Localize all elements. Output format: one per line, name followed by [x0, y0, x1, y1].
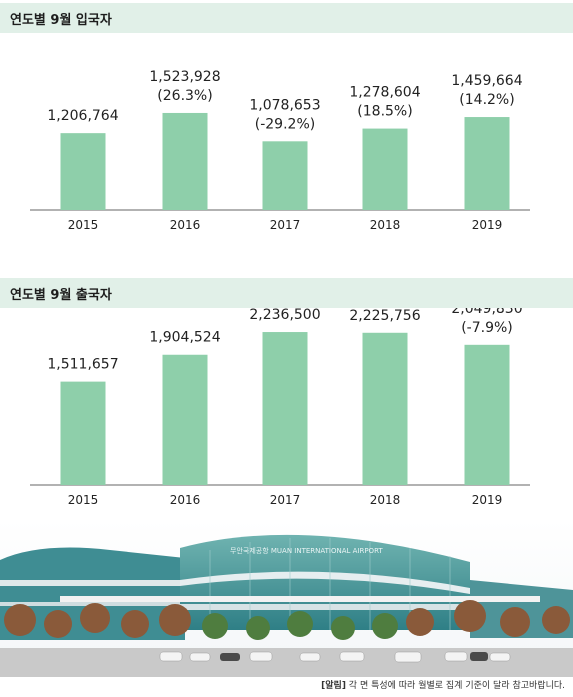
footnote-text: 각 면 특성에 따라 월별로 집계 기준이 달라 참고바랍니다.: [345, 681, 565, 691]
change-label-2019: (14.2%): [459, 92, 514, 108]
bar-2018: [362, 128, 408, 210]
bar-2017: [262, 332, 308, 485]
departure-bar-chart: 1,511,657 2015 1,904,524 2016 2,236,500 2017 2…: [30, 308, 530, 507]
value-label-2016: 1,904,524: [149, 330, 220, 346]
entry-bar-chart: 1,206,764 2015 1,523,928 (26.3%) 2016 1,078,6…: [30, 69, 530, 232]
bar-2016: [162, 354, 208, 485]
x-tick-2017: 2017: [270, 493, 301, 507]
x-tick-2016: 2016: [170, 493, 201, 507]
footnote-tag: [알림]: [321, 681, 346, 691]
x-tick-2016: 2016: [170, 218, 201, 232]
bar-2015: [60, 381, 106, 485]
value-label-2015: 1,511,657: [47, 357, 118, 373]
bar-2016: [162, 112, 208, 210]
bar-2018: [362, 332, 408, 485]
x-tick-2019: 2019: [472, 218, 503, 232]
airport-sign: 무안국제공항 MUAN INTERNATIONAL AIRPORT: [230, 546, 383, 555]
value-label-2017: 1,078,653: [249, 97, 320, 113]
change-label-2018: (18.5%): [357, 104, 412, 120]
value-label-2019: 2,049,830: [451, 308, 522, 317]
change-label-2016: (26.3%): [157, 88, 212, 104]
bar-2017: [262, 141, 308, 210]
change-label-2017: (-29.2%): [255, 116, 315, 132]
chart2-title: 연도별 9월 출국자: [10, 287, 112, 303]
x-tick-2019: 2019: [472, 493, 503, 507]
x-tick-2018: 2018: [370, 493, 401, 507]
value-label-2019: 1,459,664: [451, 73, 522, 89]
bar-2019: [464, 344, 510, 485]
value-label-2016: 1,523,928: [149, 69, 220, 85]
chart1-title-bar: 연도별 9월 입국자: [0, 3, 573, 33]
footnote: [알림] 각 면 특성에 따라 월별로 집계 기준이 달라 참고바랍니다.: [321, 678, 565, 691]
chart2-title-bar: 연도별 9월 출국자: [0, 278, 573, 308]
x-tick-2015: 2015: [68, 218, 99, 232]
bar-2015: [60, 133, 106, 210]
value-label-2018: 2,225,756: [349, 308, 420, 324]
value-label-2015: 1,206,764: [47, 108, 118, 124]
x-tick-2017: 2017: [270, 218, 301, 232]
chart1-title: 연도별 9월 입국자: [10, 12, 112, 28]
x-tick-2018: 2018: [370, 218, 401, 232]
bar-2019: [464, 117, 510, 210]
value-label-2017: 2,236,500: [249, 308, 320, 323]
airport-photo: 무안국제공항 MUAN INTERNATIONAL AIRPORT: [0, 520, 573, 677]
x-tick-2015: 2015: [68, 493, 99, 507]
change-label-2019: (-7.9%): [461, 320, 513, 336]
value-label-2018: 1,278,604: [349, 85, 420, 101]
